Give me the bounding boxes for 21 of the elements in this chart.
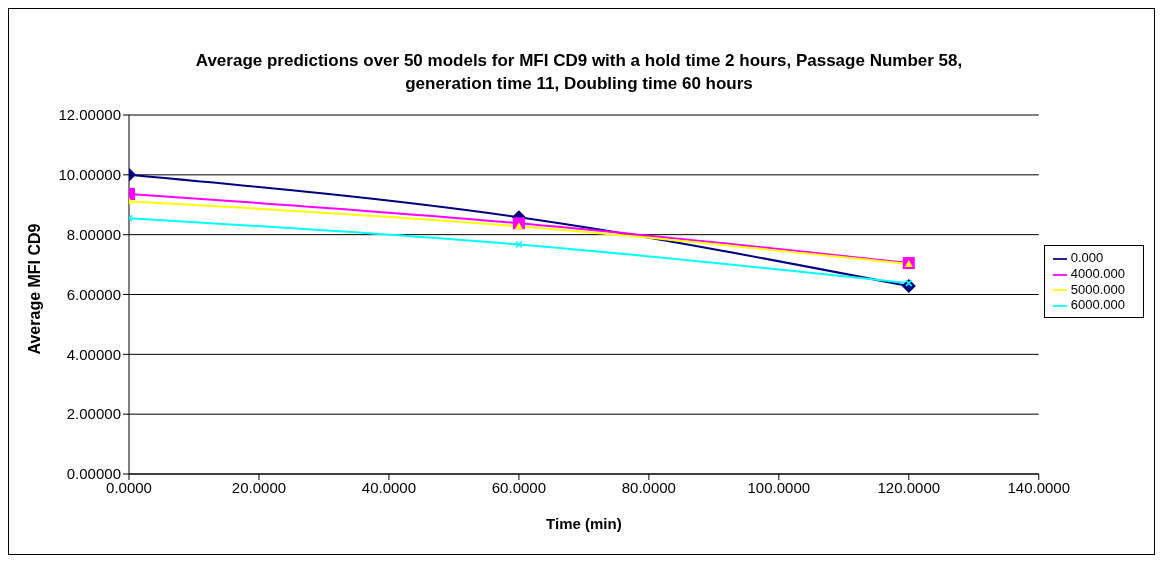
chart-title: Average predictions over 50 models for MFI CD9 with a hold time 2 hours, Passage Number 58, generation time 11, Doubling time 60 hours	[194, 50, 964, 95]
legend-label: 6000.000	[1070, 297, 1125, 313]
y-tick-label: 2.00000	[66, 405, 121, 423]
legend-label: 4000.000	[1070, 265, 1125, 281]
x-axis-title: Time (min)	[546, 515, 622, 532]
x-tick-label: 80.0000	[621, 478, 676, 496]
x-tick-label: 140.0000	[1007, 478, 1071, 496]
y-tick-label: 10.00000	[58, 166, 121, 184]
y-tick-label: 8.00000	[66, 225, 121, 243]
y-tick-label: 12.00000	[58, 106, 121, 124]
y-tick-label: 4.00000	[66, 345, 121, 363]
legend-label: 5000.000	[1070, 281, 1125, 297]
x-tick-label: 120.0000	[877, 478, 941, 496]
y-axis-title: Average MFI CD9	[25, 223, 43, 355]
x-tick-label: 60.0000	[491, 478, 547, 496]
legend-label: 0.000	[1070, 250, 1104, 266]
x-tick-label: 40.0000	[361, 478, 417, 496]
x-tick-label: 100.0000	[747, 478, 811, 496]
y-tick-label: 6.00000	[66, 285, 121, 303]
x-tick-label: 20.0000	[231, 478, 287, 496]
point	[514, 222, 523, 230]
